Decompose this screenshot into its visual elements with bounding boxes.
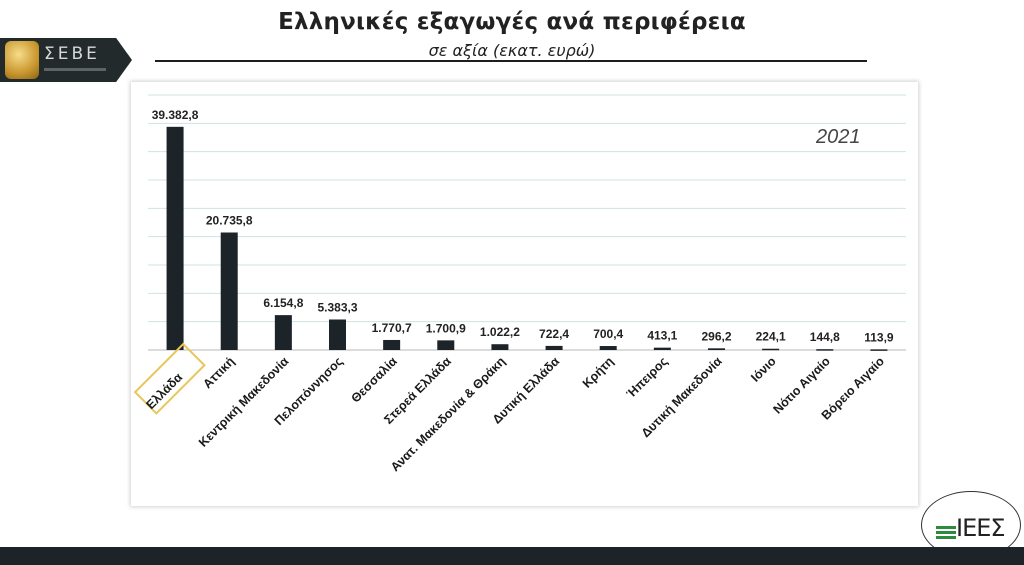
bar [274,315,292,350]
data-label: 722,4 [539,327,569,341]
footer-bar [0,547,1024,565]
iees-brand-text: ΙΕΕΣ [956,514,1006,542]
category-label: Ήπειρος [624,354,671,401]
bar [545,345,563,350]
bar [653,347,671,350]
bar [599,346,617,350]
data-label: 413,1 [647,329,677,343]
bar [816,349,834,351]
iees-lines-icon [936,526,956,540]
data-label: 700,4 [593,327,623,341]
title-divider [155,60,867,62]
bar [329,319,346,350]
category-label: Αττική [200,354,237,391]
category-label: Κεντρική Μακεδονία [196,354,292,450]
chart-subtitle: σε αξία (εκατ. ευρώ) [428,41,596,60]
highlight-box [133,342,206,415]
year-annotation: 2021 [808,126,869,149]
bar [708,348,725,350]
bar [870,349,888,351]
seve-logo: ΣΕΒΕ [0,38,132,82]
data-label: 20.735,8 [206,213,253,227]
chart-title: Ελληνικές εξαγωγές ανά περιφέρεια [278,9,746,35]
data-label: 113,9 [864,330,894,344]
data-label: 6.154,8 [263,296,303,310]
bar [166,126,184,350]
data-label: 224,1 [756,330,786,344]
seve-logo-subline [44,68,106,71]
data-label: 39.382,8 [152,108,199,122]
seve-logo-text: ΣΕΒΕ [44,44,100,64]
data-label: 144,8 [810,330,840,344]
category-label: Ανατ. Μακεδονία & Θράκη [388,354,508,474]
data-label: 1.770,7 [372,321,412,335]
data-label: 1.700,9 [426,321,466,335]
bar [437,340,455,350]
seve-emblem-icon [5,41,39,79]
bar [762,348,780,351]
data-label: 296,2 [701,329,731,343]
bar [491,344,509,350]
category-label: Ιόνιο [748,354,779,385]
bar [383,339,401,350]
category-label: Θεσσαλία [348,354,400,406]
category-label: Κρήτη [580,354,617,391]
data-label: 5.383,3 [317,300,357,314]
chart-panel [131,82,918,506]
bar [220,232,238,350]
data-label: 1.022,2 [480,325,520,339]
